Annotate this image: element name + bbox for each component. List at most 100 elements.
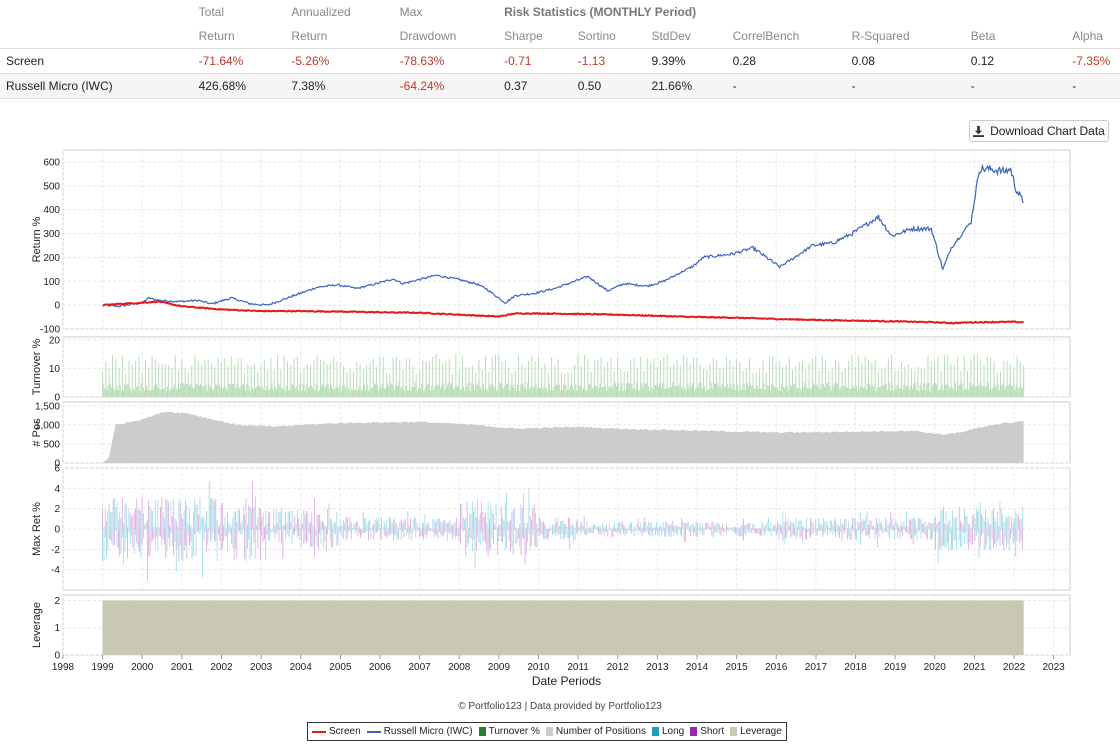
panel-frame xyxy=(62,149,1071,330)
y-tick-label: 4 xyxy=(54,484,60,495)
x-tick-label: 2014 xyxy=(686,662,709,673)
y-tick-label: 100 xyxy=(43,277,60,288)
legend-item-short[interactable]: Short xyxy=(690,726,724,737)
legend-label: Russell Micro (IWC) xyxy=(383,726,473,737)
cell-drawdown: -64.24% xyxy=(393,73,499,99)
cell-sharpe: 0.37 xyxy=(498,73,572,99)
x-tick-label: 2010 xyxy=(527,662,550,673)
y-tick-label: 0 xyxy=(54,525,60,536)
y-axis-label: Max Ret % xyxy=(31,502,43,556)
col-annualized-header: Annualized xyxy=(291,5,351,19)
legend-swatch xyxy=(545,727,553,736)
x-tick-label: 2008 xyxy=(448,662,471,673)
cell-sortino: -1.13 xyxy=(571,48,646,74)
y-tick-label: 0 xyxy=(54,301,60,312)
y-tick-label: 10 xyxy=(49,364,61,375)
row-name: Russell Micro (IWC) xyxy=(0,73,193,99)
cell-alpha: - xyxy=(1066,73,1120,99)
y-tick-label: 1,000 xyxy=(35,420,60,431)
y-tick-label: 0 xyxy=(54,393,60,404)
download-label: Download Chart Data xyxy=(990,124,1105,138)
legend-item-number-of-positions[interactable]: Number of Positions xyxy=(545,726,646,737)
y-tick-label: -100 xyxy=(40,325,60,336)
cell-drawdown: -78.63% xyxy=(393,48,499,74)
cell-sortino: 0.50 xyxy=(571,73,646,99)
turnover-bars xyxy=(102,354,1025,397)
y-tick-label: 20 xyxy=(49,335,61,346)
y-tick-label: 1,500 xyxy=(35,401,60,412)
cell-stddev: 9.39% xyxy=(645,48,727,74)
x-tick-label: 2015 xyxy=(725,662,748,673)
y-tick-label: 300 xyxy=(43,229,60,240)
cell-rsq: 0.08 xyxy=(845,48,965,74)
x-tick-label: 1999 xyxy=(91,662,114,673)
legend-item-russell-micro-iwc[interactable]: Russell Micro (IWC) xyxy=(366,726,473,737)
x-tick-label: 2020 xyxy=(924,662,947,673)
stats-header-row-1: Total Annualized Max Risk Statistics (MO… xyxy=(0,0,1120,24)
positions-area xyxy=(102,411,1024,463)
y-tick-label: 2 xyxy=(54,504,60,515)
legend-swatch xyxy=(690,727,698,736)
x-tick-label: 2001 xyxy=(171,662,194,673)
chart-legend: Screen Russell Micro (IWC) Turnover % Numbe… xyxy=(307,722,787,741)
x-tick-label: 2021 xyxy=(963,662,986,673)
x-tick-label: 2002 xyxy=(210,662,233,673)
x-tick-label: 2007 xyxy=(408,662,431,673)
cell-alpha: -7.35% xyxy=(1066,48,1120,74)
maxret-bars xyxy=(102,481,1023,581)
cell-total: -71.64% xyxy=(192,48,286,74)
col-drawdown-header: Drawdown xyxy=(399,29,457,43)
legend-label: Short xyxy=(700,726,725,737)
cell-stddev: 21.66% xyxy=(645,73,727,99)
y-tick-label: 500 xyxy=(43,181,60,192)
x-tick-label: 2012 xyxy=(607,662,630,673)
legend-item-leverage[interactable]: Leverage xyxy=(730,726,782,737)
legend-item-screen[interactable]: Screen xyxy=(312,726,361,737)
x-tick-label: 2003 xyxy=(250,662,273,673)
col-max-header: Max xyxy=(399,5,423,19)
x-tick-label: 2023 xyxy=(1042,662,1065,673)
stats-row-screen: Screen -71.64% -5.26% -78.63% -0.71 -1.1… xyxy=(0,48,1120,74)
risk-stats-header: Risk Statistics (MONTHLY Period) xyxy=(504,5,697,19)
y-axis-label: Turnover % xyxy=(31,339,43,396)
panel-return: -100 0 100 200 300 400 500 600 Return % xyxy=(31,149,1071,336)
cell-sharpe: -0.71 xyxy=(498,48,572,74)
cell-rsq: - xyxy=(845,73,965,99)
download-chart-data-button[interactable]: Download Chart Data xyxy=(969,120,1109,142)
stats-header-row-2: Return Return Drawdown Sharpe Sortino St… xyxy=(0,24,1120,49)
col-stddev-header: StdDev xyxy=(651,29,691,43)
legend-label: Number of Positions xyxy=(555,726,646,737)
panel-frame xyxy=(62,336,1071,398)
series-line-russell-micro-iwc xyxy=(102,163,1025,308)
y-axis-label: Leverage xyxy=(31,602,43,648)
y-tick-label: 0 xyxy=(54,459,60,470)
y-tick-label: 2 xyxy=(54,596,60,607)
cell-total: 426.68% xyxy=(192,73,286,99)
col-total-header: Total xyxy=(198,5,224,19)
legend-label: Screen xyxy=(329,726,361,737)
leverage-area xyxy=(102,600,1024,655)
col-correl-header: CorrelBench xyxy=(732,29,800,43)
col-rsq-header: R-Squared xyxy=(851,29,910,43)
x-tick-label: 1998 xyxy=(52,662,75,673)
x-tick-label: 2016 xyxy=(765,662,788,673)
legend-item-long[interactable]: Long xyxy=(651,726,685,737)
col-sortino-header: Sortino xyxy=(577,29,616,43)
x-tick-label: 2005 xyxy=(329,662,352,673)
col-alpha-header: Alpha xyxy=(1072,29,1103,43)
x-tick-label: 2017 xyxy=(805,662,828,673)
cell-beta: - xyxy=(964,73,1067,99)
y-tick-label: 400 xyxy=(43,205,60,216)
x-tick-label: 2013 xyxy=(646,662,669,673)
cell-beta: 0.12 xyxy=(964,48,1067,74)
stats-table: Total Annualized Max Risk Statistics (MO… xyxy=(0,0,1120,99)
stats-row-benchmark: Russell Micro (IWC) 426.68% 7.38% -64.24… xyxy=(0,73,1120,99)
col-beta-header: Beta xyxy=(970,29,996,43)
legend-swatch xyxy=(730,727,738,736)
legend-label: Long xyxy=(661,726,685,737)
legend-item-turnover[interactable]: Turnover % xyxy=(478,726,540,737)
x-tick-label: 2004 xyxy=(290,662,313,673)
panel-leverage: 0 1 2 Leverage xyxy=(31,594,1071,662)
series-line-screen xyxy=(102,300,1024,325)
x-tick-label: 2011 xyxy=(567,662,589,673)
